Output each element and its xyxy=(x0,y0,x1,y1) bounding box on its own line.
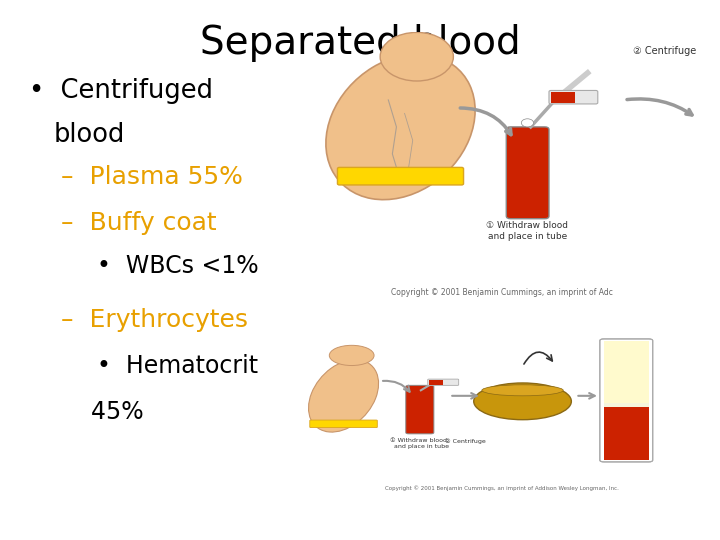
Circle shape xyxy=(521,119,534,127)
FancyBboxPatch shape xyxy=(549,90,598,104)
Text: Separated blood: Separated blood xyxy=(199,24,521,62)
FancyBboxPatch shape xyxy=(428,379,459,386)
FancyBboxPatch shape xyxy=(310,420,377,428)
Bar xyxy=(604,403,649,407)
Bar xyxy=(604,341,649,403)
Text: ② Centrifuge: ② Centrifuge xyxy=(634,46,696,56)
FancyBboxPatch shape xyxy=(551,92,575,103)
FancyBboxPatch shape xyxy=(406,386,434,434)
FancyBboxPatch shape xyxy=(338,167,464,185)
Circle shape xyxy=(329,346,374,366)
Ellipse shape xyxy=(474,383,572,420)
Text: •  Hematocrit: • Hematocrit xyxy=(97,354,258,377)
Ellipse shape xyxy=(482,385,563,396)
Circle shape xyxy=(380,32,454,81)
Text: –  Plasma 55%: – Plasma 55% xyxy=(61,165,243,188)
Text: Copyright © 2001 Benjamin Cummings, an imprint of Adc: Copyright © 2001 Benjamin Cummings, an i… xyxy=(391,288,613,297)
Text: •  WBCs <1%: • WBCs <1% xyxy=(97,254,258,278)
FancyBboxPatch shape xyxy=(506,127,549,219)
Text: –  Buffy coat: – Buffy coat xyxy=(61,211,217,234)
Text: ① Withdraw blood
   and place in tube: ① Withdraw blood and place in tube xyxy=(388,438,449,449)
Text: Copyright © 2001 Benjamin Cummings, an imprint of Addison Wesley Longman, Inc.: Copyright © 2001 Benjamin Cummings, an i… xyxy=(385,485,619,491)
FancyBboxPatch shape xyxy=(429,380,444,385)
FancyBboxPatch shape xyxy=(600,339,653,462)
Text: •  Centrifuged: • Centrifuged xyxy=(29,78,213,104)
Text: –  Erythrocytes: – Erythrocytes xyxy=(61,308,248,332)
Text: blood: blood xyxy=(54,122,125,147)
Ellipse shape xyxy=(309,360,379,432)
Text: ② Centrifuge: ② Centrifuge xyxy=(445,438,486,443)
Ellipse shape xyxy=(326,54,475,200)
Text: 45%: 45% xyxy=(76,400,143,423)
Text: ① Withdraw blood
and place in tube: ① Withdraw blood and place in tube xyxy=(487,221,568,241)
Bar xyxy=(604,407,649,460)
